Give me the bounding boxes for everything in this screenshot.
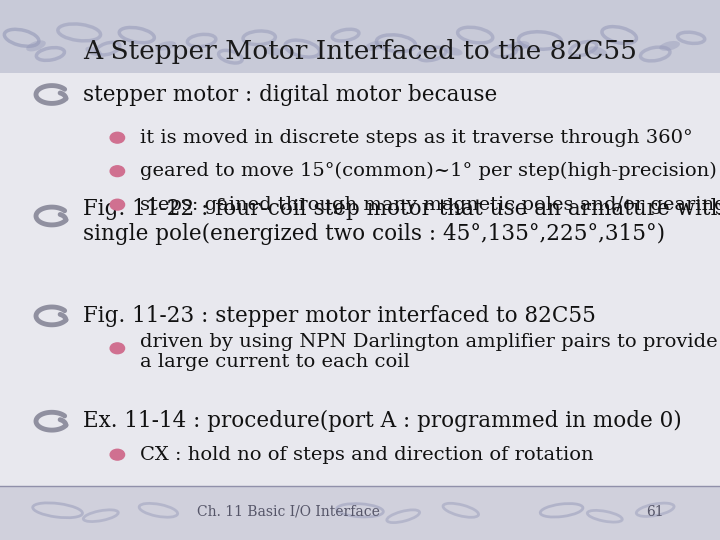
Text: CX : hold no of steps and direction of rotation: CX : hold no of steps and direction of r… xyxy=(140,446,594,464)
Circle shape xyxy=(110,343,125,354)
Text: driven by using NPN Darlington amplifier pairs to provide
a large current to eac: driven by using NPN Darlington amplifier… xyxy=(140,333,718,372)
Ellipse shape xyxy=(660,41,680,51)
Ellipse shape xyxy=(264,47,284,56)
Ellipse shape xyxy=(507,41,530,51)
Text: stepper motor : digital motor because: stepper motor : digital motor because xyxy=(83,84,497,105)
Text: geared to move 15°(common)~1° per step(high-precision): geared to move 15°(common)~1° per step(h… xyxy=(140,162,717,180)
FancyBboxPatch shape xyxy=(0,0,720,73)
Text: 61: 61 xyxy=(647,505,664,519)
Text: Fig. 11-22 : four-coil step motor that use an armature with a
single pole(energi: Fig. 11-22 : four-coil step motor that u… xyxy=(83,198,720,245)
Ellipse shape xyxy=(588,46,607,56)
Text: Ch. 11 Basic I/O Interface: Ch. 11 Basic I/O Interface xyxy=(197,505,379,519)
Ellipse shape xyxy=(156,41,176,51)
Text: steps: gained through many magnetic poles and/or gearing: steps: gained through many magnetic pole… xyxy=(140,195,720,214)
Circle shape xyxy=(110,449,125,460)
Circle shape xyxy=(110,199,125,210)
Text: A Stepper Motor Interfaced to the 82C55: A Stepper Motor Interfaced to the 82C55 xyxy=(83,39,637,64)
Text: it is moved in discrete steps as it traverse through 360°: it is moved in discrete steps as it trav… xyxy=(140,129,693,147)
Circle shape xyxy=(110,166,125,177)
Circle shape xyxy=(110,132,125,143)
Ellipse shape xyxy=(26,40,46,51)
Ellipse shape xyxy=(86,46,102,56)
Ellipse shape xyxy=(364,40,384,51)
Text: Fig. 11-23 : stepper motor interfaced to 82C55: Fig. 11-23 : stepper motor interfaced to… xyxy=(83,305,595,327)
Text: Ex. 11-14 : procedure(port A : programmed in mode 0): Ex. 11-14 : procedure(port A : programme… xyxy=(83,410,682,432)
Ellipse shape xyxy=(445,47,462,56)
FancyBboxPatch shape xyxy=(0,486,720,540)
